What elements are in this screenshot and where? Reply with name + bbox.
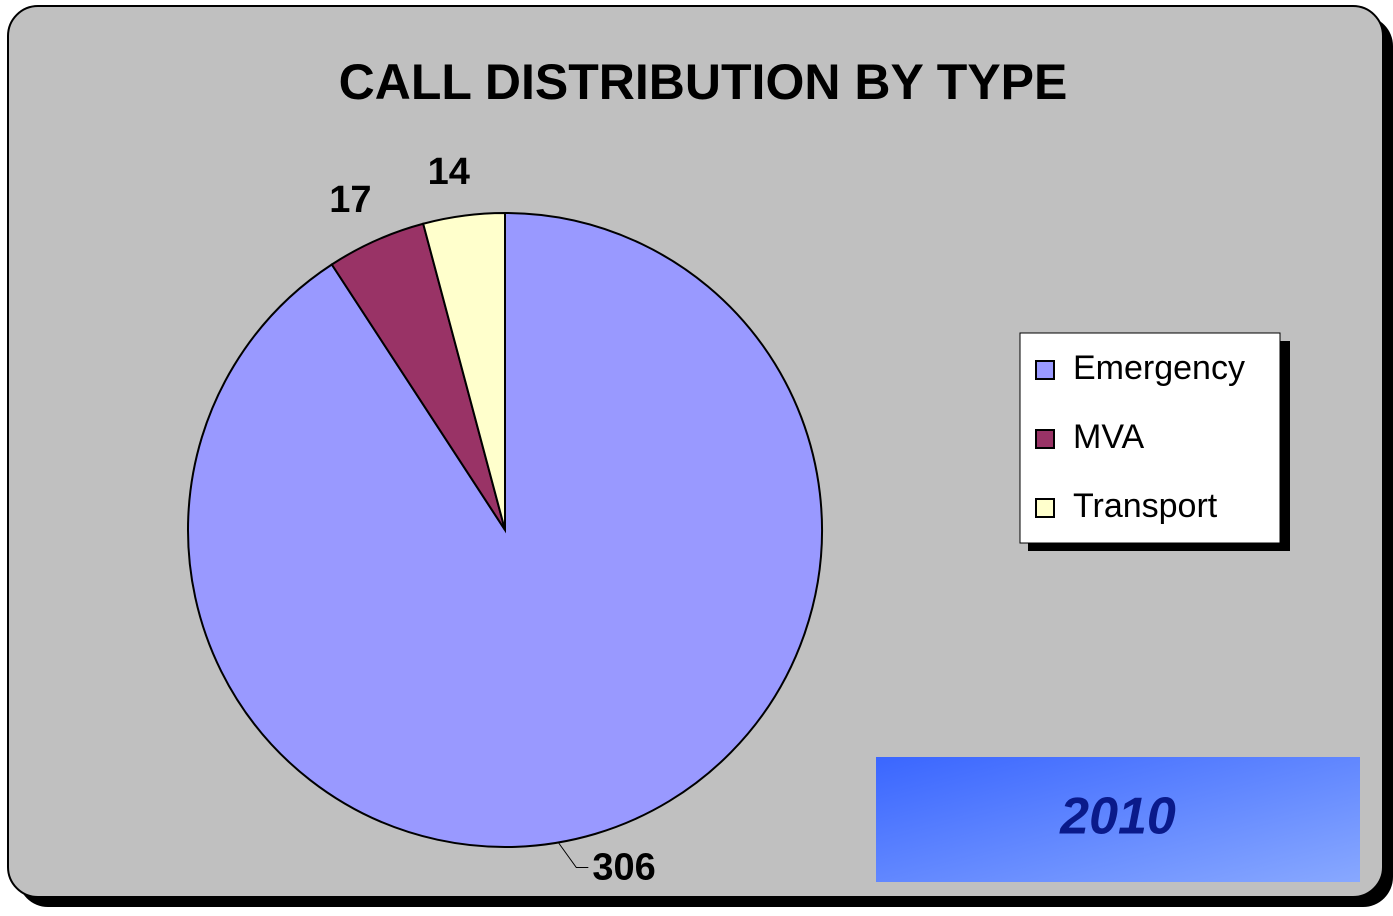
legend-label: Transport bbox=[1073, 487, 1218, 525]
pie-slice bbox=[421, 211, 506, 531]
leader-line bbox=[557, 842, 589, 868]
year-label: 2010 bbox=[1059, 788, 1176, 846]
legend-swatch bbox=[1035, 498, 1055, 518]
chart-title: CALL DISTRIBUTION BY TYPE bbox=[339, 54, 1068, 110]
legend-entries: Emergency MVA Transport bbox=[1035, 349, 1245, 525]
data-label: 14 bbox=[428, 151, 470, 193]
pie: 306 17 14 bbox=[187, 151, 823, 889]
legend-label: Emergency bbox=[1073, 349, 1245, 387]
data-label: 17 bbox=[329, 179, 371, 221]
data-label: 306 bbox=[592, 847, 655, 889]
legend bbox=[1019, 332, 1281, 544]
legend-swatch bbox=[1035, 429, 1055, 449]
year-box bbox=[876, 757, 1360, 882]
legend-label: MVA bbox=[1073, 418, 1144, 456]
legend-swatch bbox=[1035, 360, 1055, 380]
